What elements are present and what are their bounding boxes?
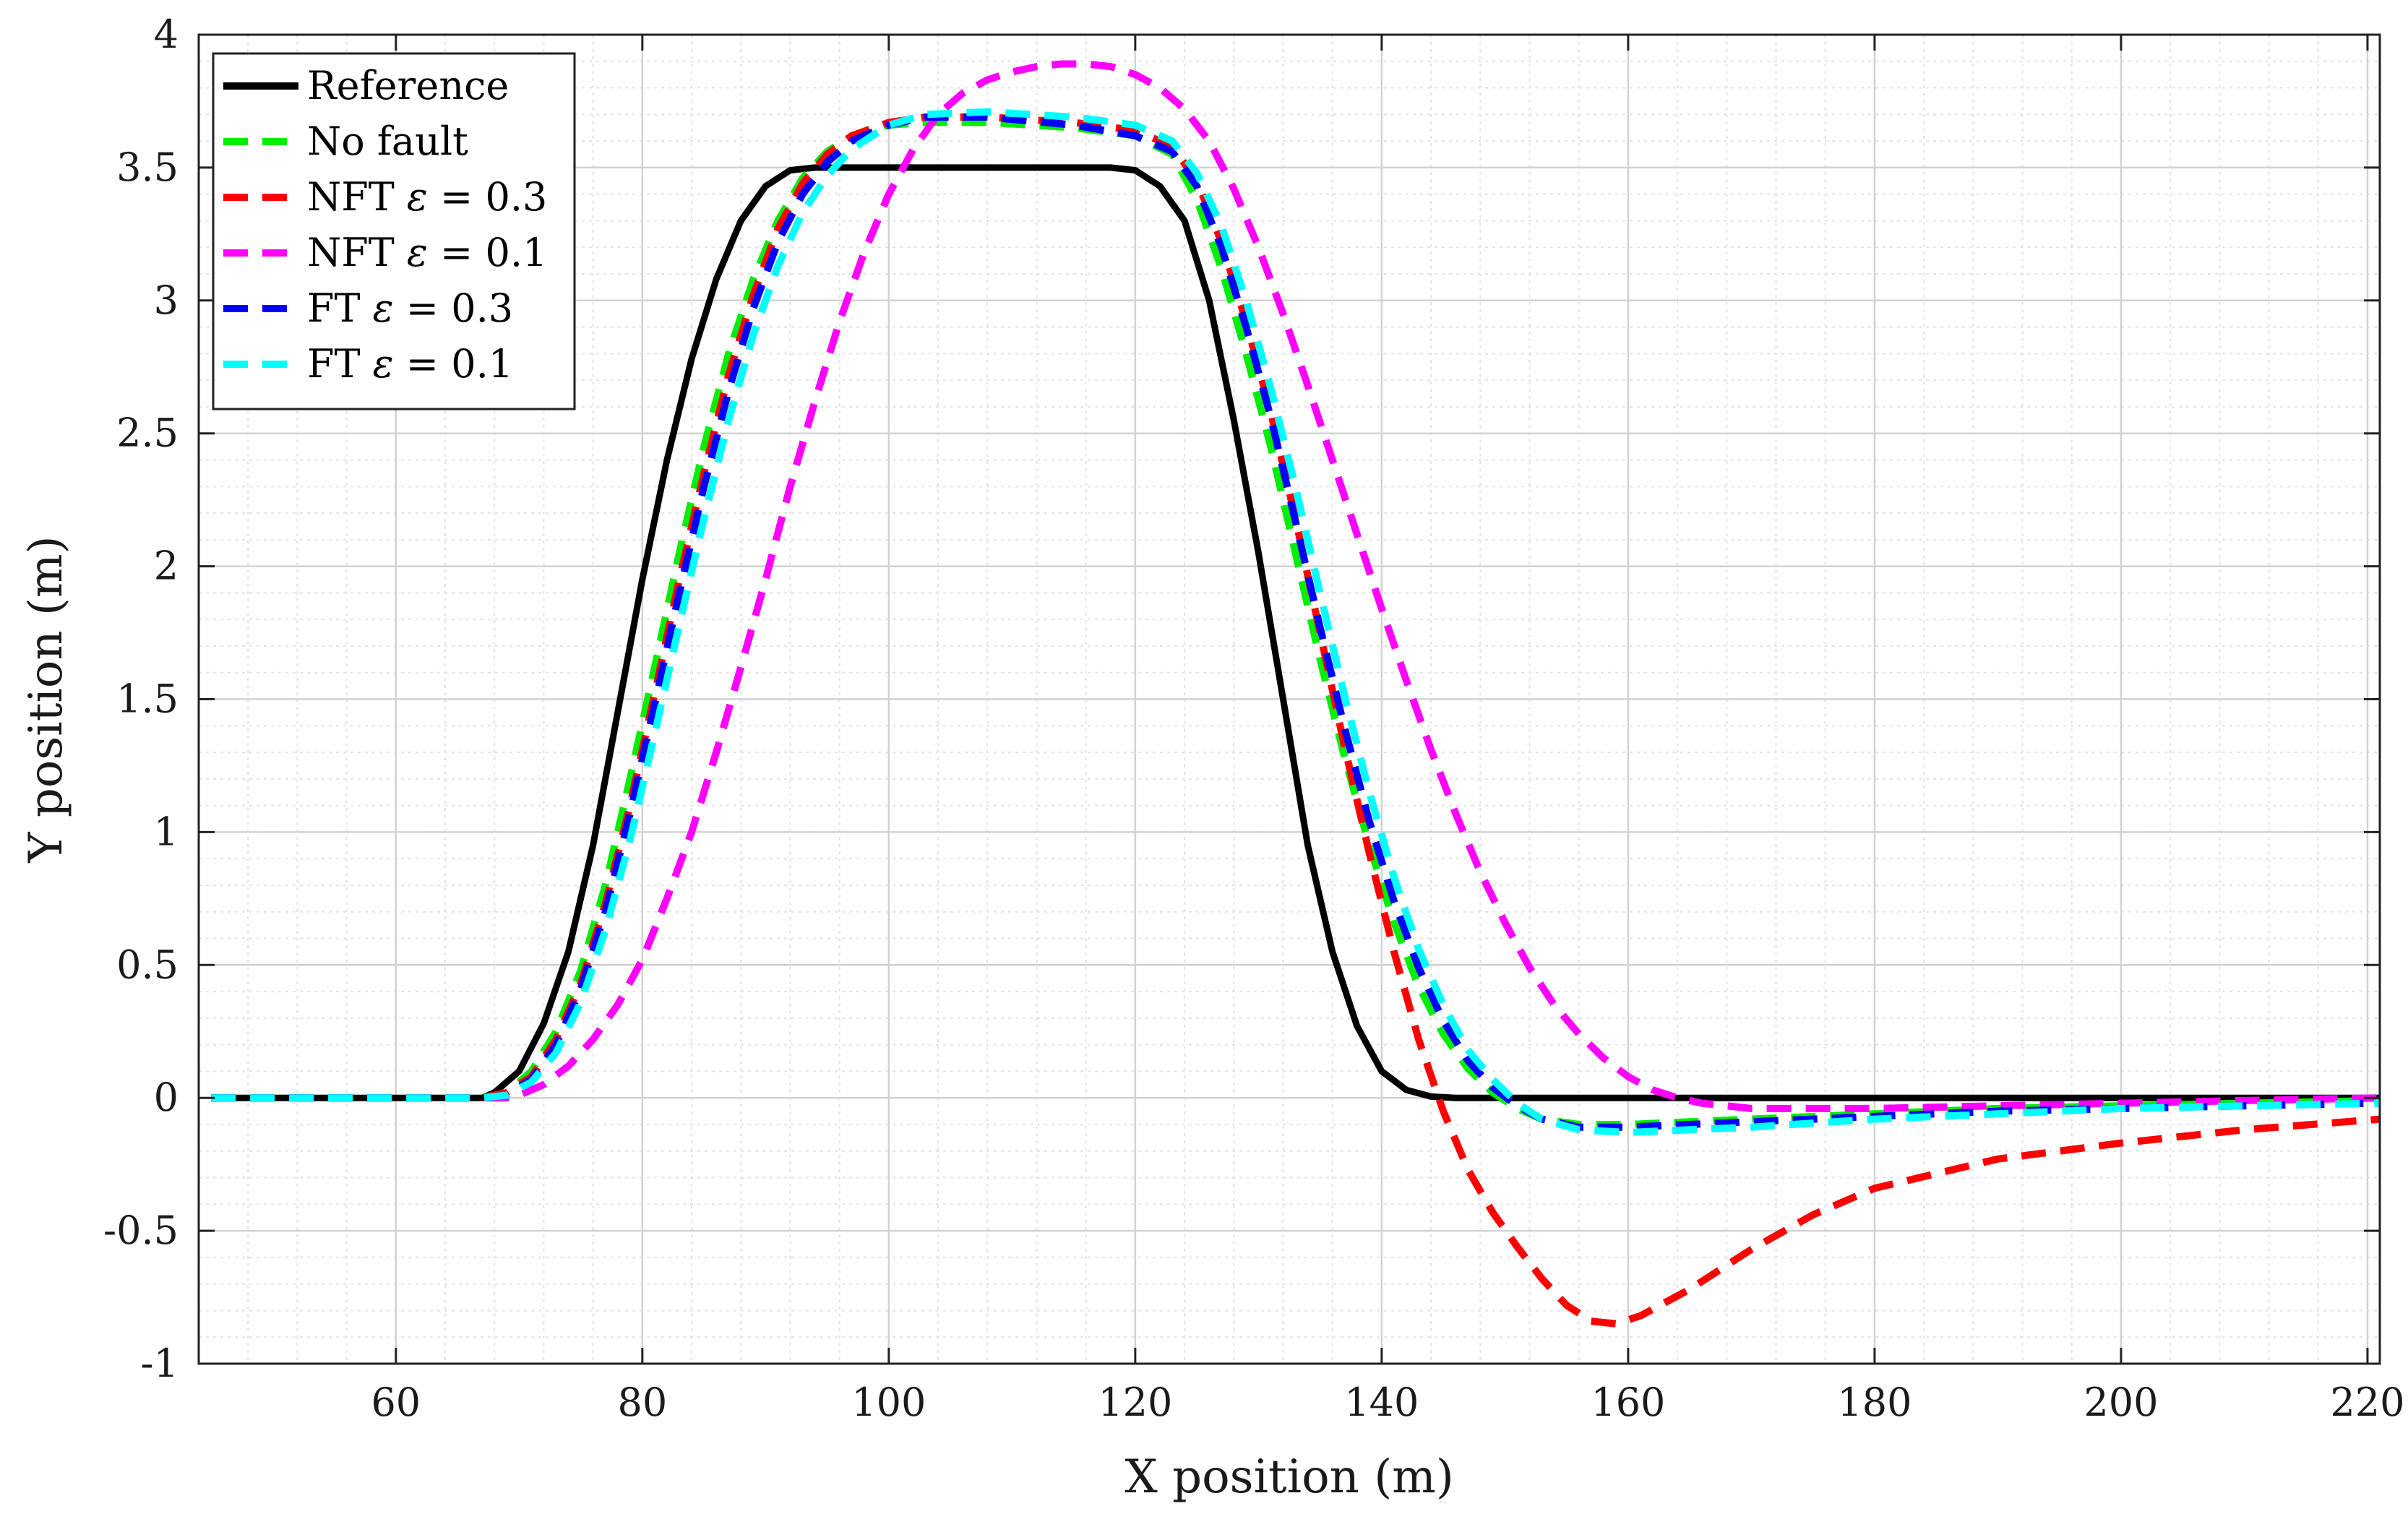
series-line-nft-eps-0-1 [211,60,2381,1112]
y-tick-label: -1 [140,1341,179,1386]
x-tick-label: 180 [1837,1380,1912,1425]
legend: Reference No fault NFT ε = 0.3 NFT ε = 0.1 F… [212,52,576,410]
y-tick-label: 1.5 [116,676,179,722]
x-tick-label: 80 [617,1380,667,1425]
y-tick-label: 3 [154,278,179,323]
y-tick-label: 3.5 [116,145,179,190]
y-tick-label: 2.5 [116,410,179,456]
legend-label: FT ε = 0.1 [307,341,513,387]
series-line-reference [211,164,2380,1101]
x-tick-label: 60 [371,1380,421,1425]
y-tick-labels: -1 -0.5 0 0.5 1 1.5 2 2.5 3 3.5 4 [103,12,179,1386]
x-tick-label: 200 [2084,1380,2158,1425]
x-axis-title: X position (m) [1125,1450,1454,1504]
x-tick-label: 120 [1098,1380,1172,1425]
legend-label: NFT ε = 0.1 [307,230,547,275]
y-tick-label: 0 [154,1075,179,1120]
legend-label: FT ε = 0.3 [307,285,513,331]
x-tick-label: 100 [851,1380,926,1425]
legend-label: Reference [307,63,509,108]
y-tick-label: -0.5 [103,1208,179,1253]
y-tick-label: 1 [154,809,179,854]
y-axis-title: Y position (m) [20,536,73,863]
x-tick-labels: 60 80 100 120 140 160 180 200 220 [371,1380,2404,1425]
legend-box [212,52,576,410]
tick-marks [199,33,2380,1365]
x-tick-label: 220 [2330,1380,2404,1425]
y-tick-label: 4 [154,12,179,57]
legend-label: No fault [307,119,468,164]
series-layer [211,60,2381,1328]
y-tick-label: 0.5 [116,942,179,987]
series-line-ft-eps-0-3 [211,113,2381,1131]
x-tick-label: 140 [1344,1380,1419,1425]
series-line-no-fault [211,119,2381,1128]
x-tick-label: 160 [1591,1380,1665,1425]
legend-label: NFT ε = 0.3 [307,174,547,220]
y-tick-label: 2 [154,543,179,589]
